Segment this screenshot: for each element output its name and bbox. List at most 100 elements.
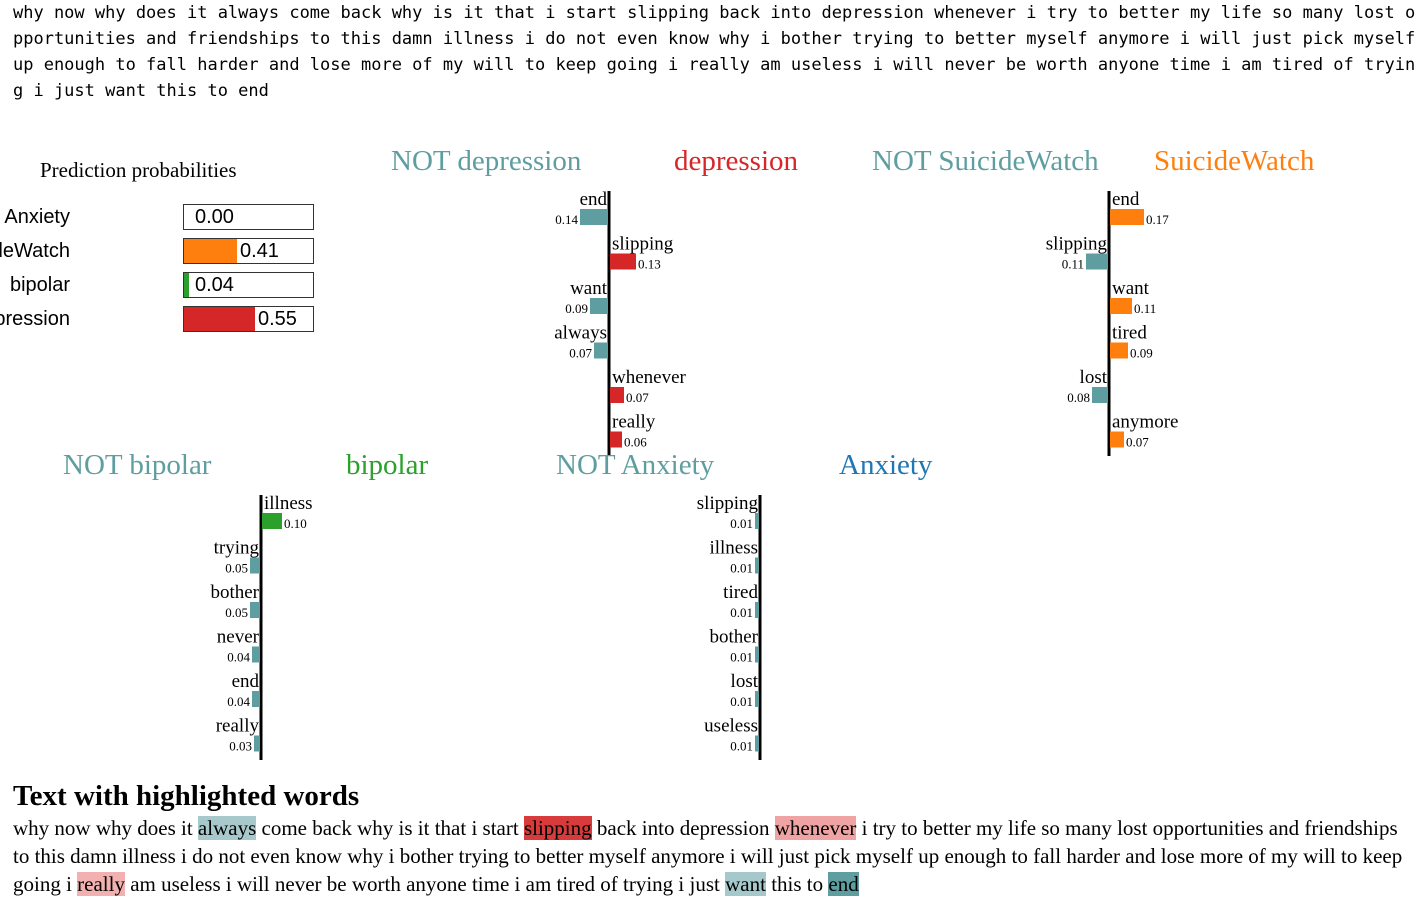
feature-label: bother — [210, 582, 259, 603]
feature-label: always — [554, 323, 607, 344]
bipolar-title: bipolar — [346, 449, 429, 481]
feature-value-label: 0.08 — [1067, 390, 1090, 405]
text-segment: am useless i will never be worth anyone … — [124, 872, 726, 896]
prob-bar-fill — [184, 239, 237, 263]
prob-value: 0.04 — [195, 274, 234, 296]
not-depression-title: NOT depression — [391, 145, 582, 177]
feature-bar — [252, 646, 260, 663]
feature-value-label: 0.01 — [730, 561, 753, 576]
feature-bar — [254, 735, 260, 752]
feature-bar — [755, 557, 759, 574]
feature-label: lost — [1080, 367, 1108, 388]
feature-bar — [580, 209, 608, 225]
feature-label: slipping — [697, 493, 759, 514]
prob-row: bipolar 0.04 — [0, 272, 320, 298]
feature-value-label: 0.04 — [227, 694, 250, 709]
not-bipolar-title: NOT bipolar — [63, 449, 212, 481]
feature-label: end — [232, 671, 260, 692]
text-segment: why now why does it — [13, 816, 198, 840]
feature-value-label: 0.01 — [730, 739, 753, 754]
feature-bar — [1110, 298, 1132, 314]
suicidewatch-title: SuicideWatch — [1154, 145, 1315, 177]
feature-bar — [252, 691, 260, 707]
feature-value-label: 0.01 — [730, 694, 753, 709]
feature-bar — [755, 513, 759, 529]
highlighted-word: want — [725, 872, 766, 896]
prob-label: depression — [0, 308, 70, 330]
feature-label: useless — [704, 716, 758, 737]
prob-bar: 0.00 — [183, 204, 314, 230]
text-segment: this to — [765, 872, 829, 896]
feature-label: end — [580, 189, 608, 210]
feature-value-label: 0.03 — [229, 739, 252, 754]
prob-bar: 0.04 — [183, 272, 314, 298]
raw-input-text: why now why does it always come back why… — [13, 3, 1416, 101]
highlighted-word: really — [77, 872, 125, 896]
feature-label: illness — [709, 538, 758, 559]
prob-value: 0.00 — [195, 206, 234, 228]
text-segment: i try to better my life so many lost opp… — [13, 816, 1403, 896]
prob-bar: 0.55 — [183, 306, 314, 332]
feature-label: lost — [731, 671, 759, 692]
feature-label: never — [217, 627, 260, 648]
feature-label: want — [570, 278, 608, 299]
feature-label: bother — [709, 627, 758, 648]
anxiety-title: Anxiety — [839, 449, 933, 481]
feature-bar — [250, 557, 260, 574]
prob-value: 0.41 — [240, 240, 279, 262]
feature-label: slipping — [612, 234, 674, 255]
prob-row: SuicideWatch 0.41 — [0, 238, 320, 264]
prob-label: bipolar — [9, 274, 70, 296]
not-suicidewatch-title: NOT SuicideWatch — [872, 145, 1099, 177]
feature-value-label: 0.11 — [1062, 257, 1084, 272]
prob-value: 0.55 — [258, 308, 297, 330]
highlighted-text-title: Text with highlighted words — [13, 780, 360, 812]
feature-bar — [610, 431, 622, 448]
feature-bar — [1110, 431, 1124, 448]
feature-label: slipping — [1046, 234, 1108, 255]
feature-bar — [1110, 209, 1144, 225]
feature-value-label: 0.10 — [284, 516, 307, 531]
feature-value-label: 0.13 — [638, 257, 661, 272]
feature-value-label: 0.01 — [730, 516, 753, 531]
feature-label: illness — [264, 493, 313, 514]
feature-bar — [250, 602, 260, 618]
text-segment: back into depression — [591, 816, 775, 840]
feature-value-label: 0.05 — [225, 605, 248, 620]
prob-label: SuicideWatch — [0, 240, 70, 262]
feature-label: whenever — [612, 367, 687, 388]
feature-value-label: 0.04 — [227, 650, 250, 665]
feature-bar — [1092, 387, 1108, 403]
prob-bar-fill — [184, 273, 189, 297]
feature-value-label: 0.14 — [555, 212, 578, 227]
feature-bar — [590, 298, 608, 314]
feature-bar — [262, 513, 282, 529]
feature-label: tired — [723, 582, 758, 603]
prob-bar: 0.41 — [183, 238, 314, 264]
feature-bar — [755, 691, 759, 707]
feature-label: really — [612, 412, 656, 433]
highlighted-text-body: why now why does it always come back why… — [13, 814, 1418, 898]
prediction-probabilities-title: Prediction probabilities — [40, 158, 237, 182]
feature-label: want — [1112, 278, 1150, 299]
text-segment: come back why is it that i start — [256, 816, 524, 840]
feature-label: trying — [214, 538, 260, 559]
feature-value-label: 0.11 — [1134, 301, 1156, 316]
prob-label: Anxiety — [4, 206, 70, 228]
prob-bar-fill — [184, 307, 255, 331]
feature-value-label: 0.07 — [1126, 435, 1149, 450]
highlighted-word: end — [828, 872, 859, 896]
feature-label: anymore — [1112, 412, 1178, 433]
feature-value-label: 0.07 — [626, 390, 649, 405]
feature-value-label: 0.09 — [565, 301, 588, 316]
feature-bar — [594, 342, 608, 359]
feature-bar — [610, 387, 624, 403]
feature-label: tired — [1112, 323, 1147, 344]
prob-row: depression 0.55 — [0, 306, 320, 332]
not-anxiety-title: NOT Anxiety — [556, 449, 715, 481]
feature-label: end — [1112, 189, 1140, 210]
highlighted-word: slipping — [523, 816, 592, 840]
